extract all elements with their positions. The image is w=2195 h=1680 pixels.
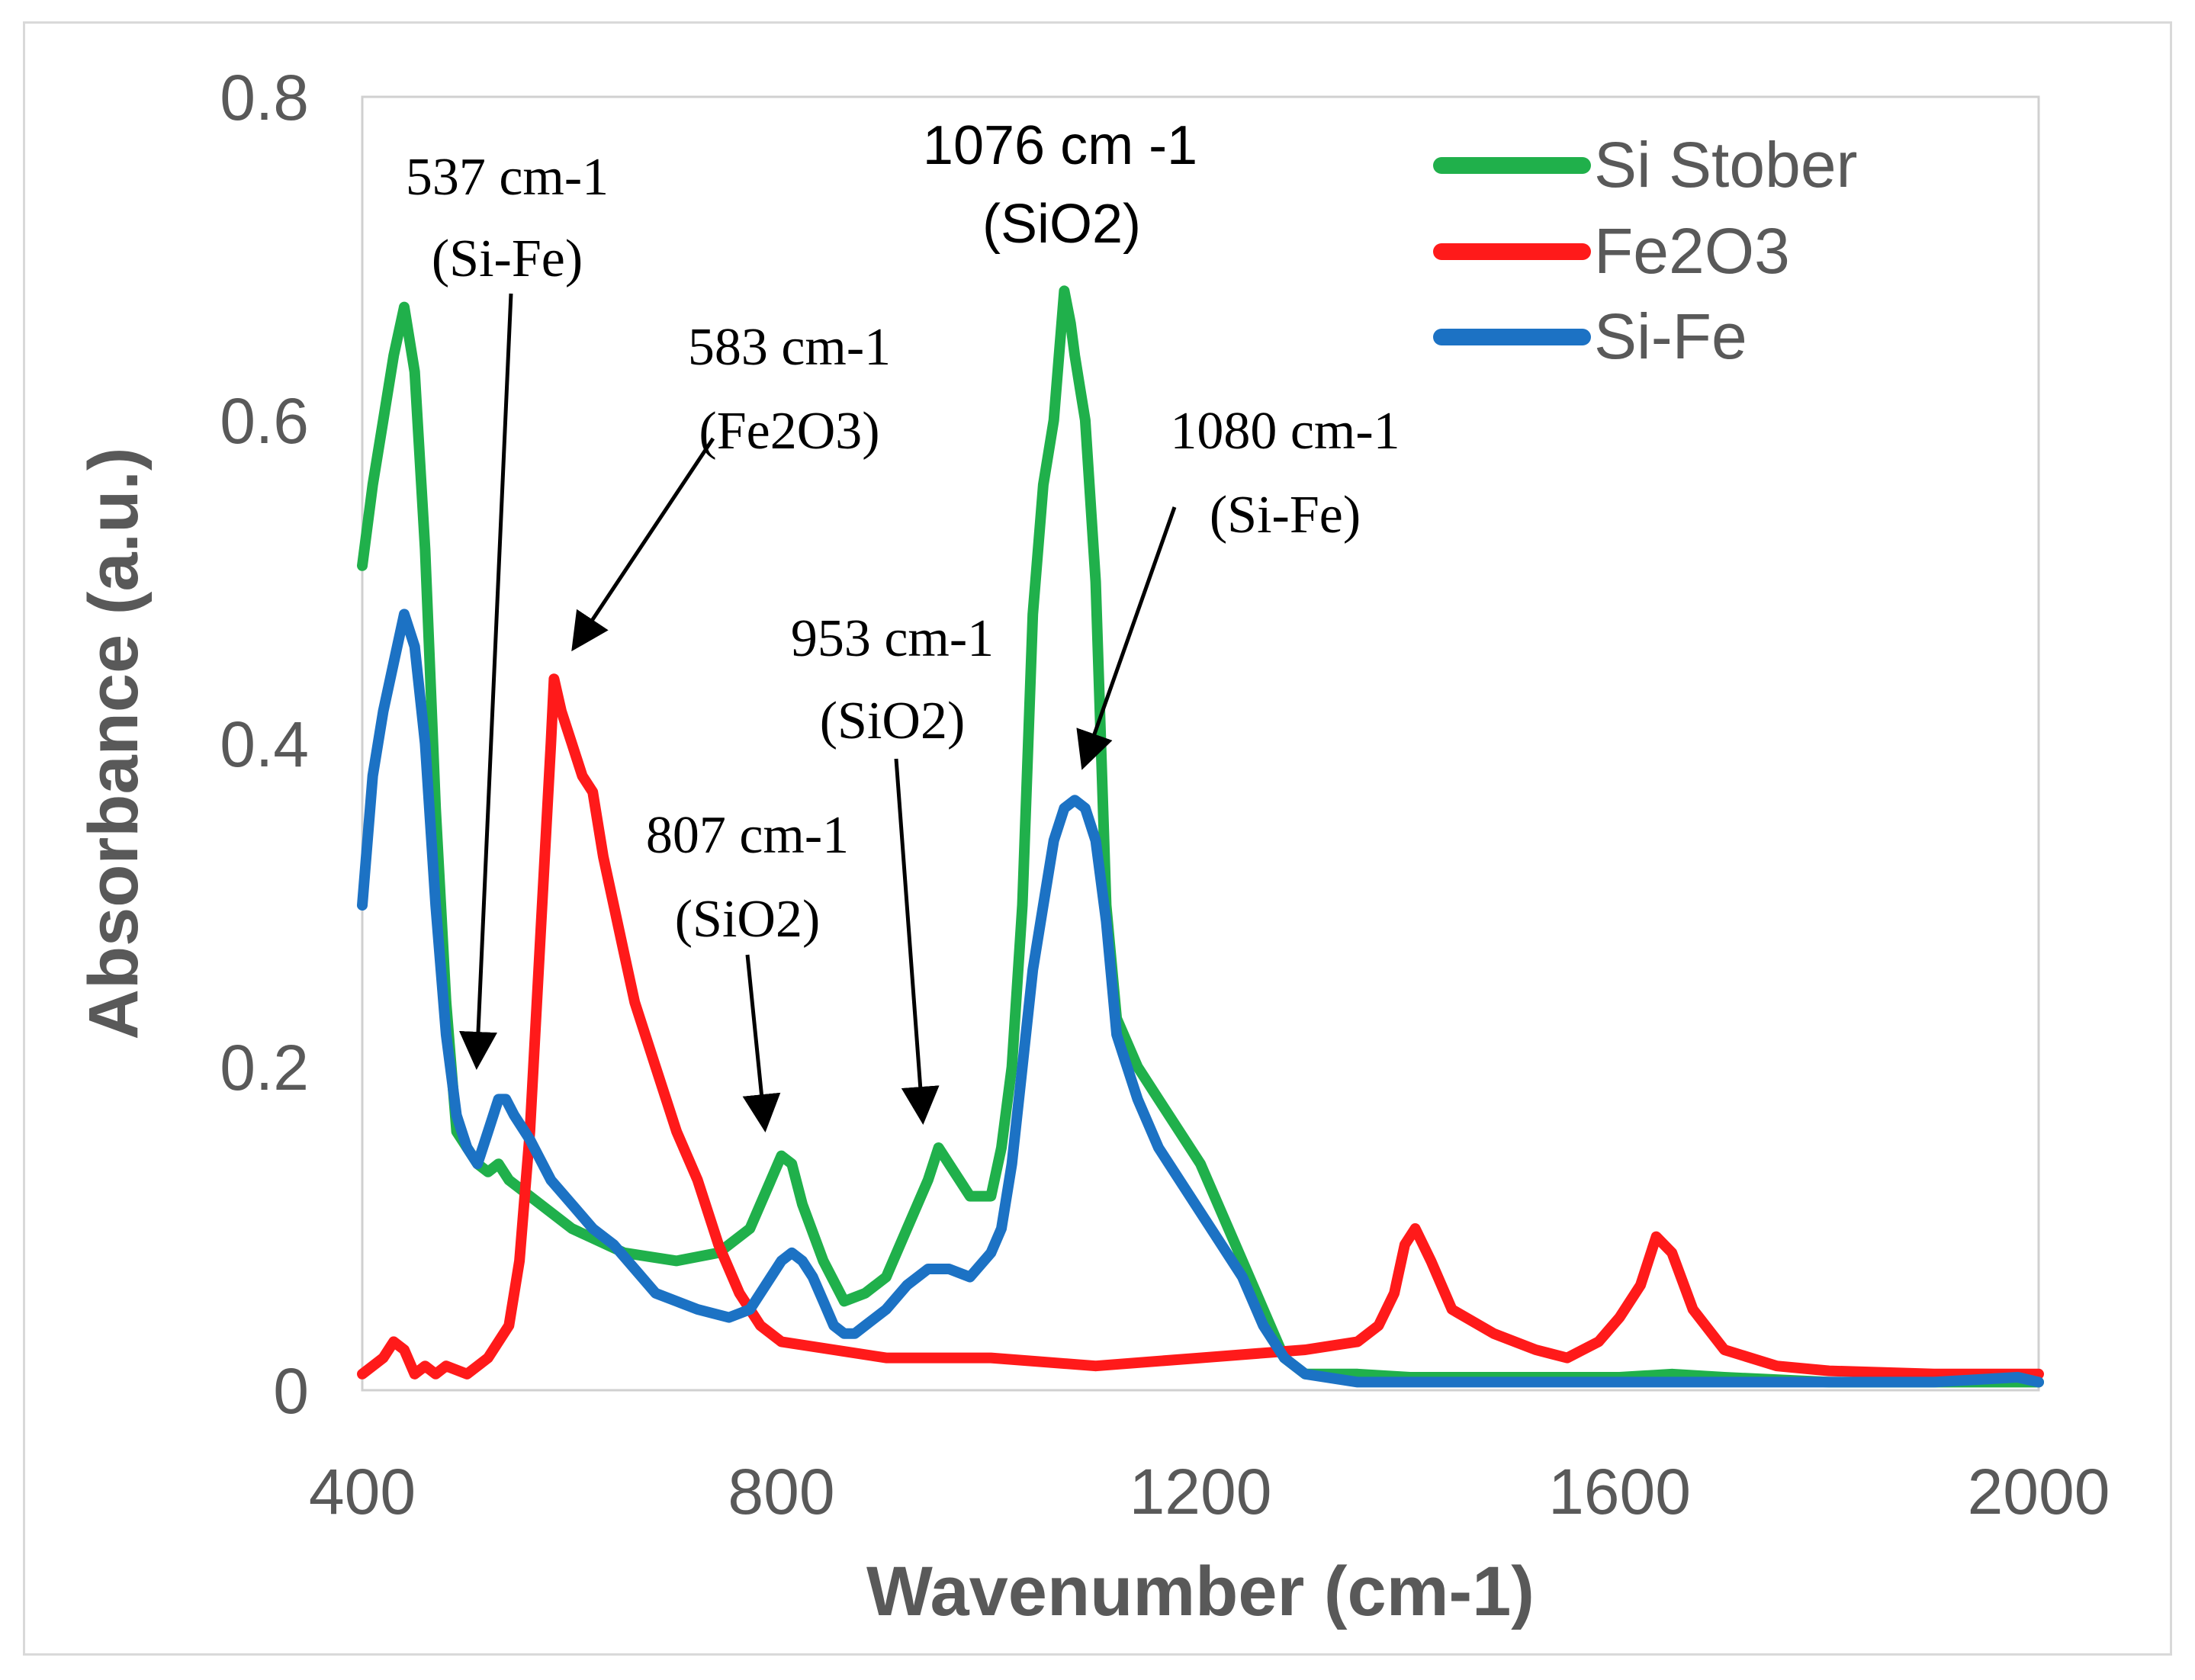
annotation-807: 807 cm-1 (SiO2) xyxy=(646,806,849,1132)
annotation-1080-arrow xyxy=(1076,506,1177,770)
annotation-583-arrow xyxy=(571,437,715,652)
y-axis-title: Absorbance (a.u.) xyxy=(75,447,153,1039)
x-tick-label: 1600 xyxy=(1548,1456,1691,1527)
annotation-1076: 1076 cm -1 (SiO2) xyxy=(923,115,1197,255)
annotation-1076-line2: (SiO2) xyxy=(982,194,1141,255)
annotation-807-arrow xyxy=(742,954,781,1132)
annotation-1080-line2: (Si-Fe) xyxy=(1210,486,1361,544)
series-line-si-fe xyxy=(357,609,2044,1388)
series-line-fe2o3 xyxy=(357,673,2044,1380)
legend-label-si-stober: Si Stober xyxy=(1594,129,1858,201)
x-axis-title-text: Wavenumber (cm-1) xyxy=(866,1553,1535,1630)
x-tick-label: 800 xyxy=(728,1456,834,1527)
annotation-1080-line1: 1080 cm-1 xyxy=(1170,402,1400,461)
legend-label-fe2o3: Fe2O3 xyxy=(1594,215,1790,287)
annotation-953-line1: 953 cm-1 xyxy=(791,609,994,668)
y-tick-label: 0.2 xyxy=(220,1032,309,1103)
annotation-1076-line1: 1076 cm -1 xyxy=(923,115,1197,176)
annotation-953-arrow xyxy=(894,758,940,1125)
annotation-807-line1: 807 cm-1 xyxy=(646,806,849,865)
plot-area xyxy=(361,95,2040,1392)
x-tick-label: 2000 xyxy=(1968,1456,2110,1527)
x-tick-label: 400 xyxy=(309,1456,416,1527)
annotation-953-line2: (SiO2) xyxy=(820,692,966,750)
annotation-537-line1: 537 cm-1 xyxy=(406,148,609,207)
y-tick-label: 0.6 xyxy=(220,385,309,457)
annotation-537-arrow xyxy=(459,293,513,1070)
y-axis-title-text: Absorbance (a.u.) xyxy=(75,447,153,1039)
annotation-537-line2: (Si-Fe) xyxy=(432,230,583,288)
x-axis-title: Wavenumber (cm-1) xyxy=(866,1553,1535,1630)
annotation-1080: 1080 cm-1 (Si-Fe) xyxy=(1076,402,1400,770)
annotation-953: 953 cm-1 (SiO2) xyxy=(791,609,994,1125)
annotation-583-line1: 583 cm-1 xyxy=(688,318,891,377)
annotation-807-line2: (SiO2) xyxy=(675,890,821,949)
annotation-537: 537 cm-1 (Si-Fe) xyxy=(406,148,609,1070)
x-tick-label: 1200 xyxy=(1130,1456,1272,1527)
y-tick-label: 0.8 xyxy=(220,62,309,133)
y-tick-label: 0.4 xyxy=(220,708,309,780)
legend-label-si-fe: Si-Fe xyxy=(1594,300,1747,372)
annotation-583-line2: (Fe2O3) xyxy=(699,402,879,461)
annotation-583: 583 cm-1 (Fe2O3) xyxy=(571,318,891,652)
legend: Si Stober Fe2O3 Si-Fe xyxy=(1433,129,1858,372)
y-tick-label: 0 xyxy=(273,1355,309,1427)
